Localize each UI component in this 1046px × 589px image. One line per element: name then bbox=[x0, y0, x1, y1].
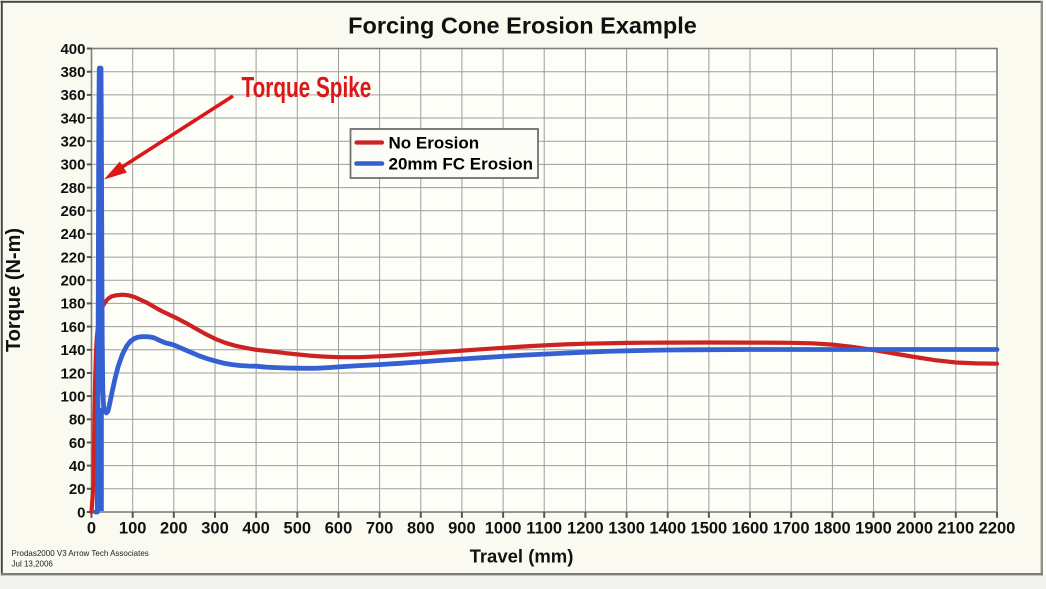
svg-text:No Erosion: No Erosion bbox=[389, 134, 480, 153]
svg-text:300: 300 bbox=[60, 157, 85, 174]
svg-text:600: 600 bbox=[325, 520, 353, 538]
svg-text:360: 360 bbox=[60, 87, 85, 104]
svg-text:340: 340 bbox=[60, 110, 85, 127]
svg-text:300: 300 bbox=[201, 520, 229, 538]
svg-text:260: 260 bbox=[60, 203, 85, 220]
svg-text:60: 60 bbox=[69, 435, 86, 452]
svg-text:80: 80 bbox=[69, 412, 86, 429]
svg-text:800: 800 bbox=[407, 520, 435, 538]
svg-text:280: 280 bbox=[60, 180, 85, 197]
svg-text:320: 320 bbox=[60, 134, 85, 151]
svg-text:Prodas2000 V3 Arrow Tech Assoc: Prodas2000 V3 Arrow Tech Associates bbox=[12, 549, 149, 558]
svg-text:20mm FC Erosion: 20mm FC Erosion bbox=[389, 155, 534, 174]
svg-text:1200: 1200 bbox=[567, 520, 604, 538]
svg-text:1100: 1100 bbox=[526, 520, 562, 538]
svg-text:1400: 1400 bbox=[649, 520, 686, 538]
svg-text:140: 140 bbox=[60, 342, 85, 359]
svg-text:100: 100 bbox=[60, 388, 85, 405]
svg-text:20: 20 bbox=[69, 481, 86, 498]
svg-text:400: 400 bbox=[242, 520, 270, 538]
svg-text:2000: 2000 bbox=[896, 520, 933, 538]
svg-text:0: 0 bbox=[77, 504, 85, 521]
svg-text:0: 0 bbox=[87, 520, 96, 538]
svg-text:220: 220 bbox=[60, 249, 85, 266]
svg-text:1300: 1300 bbox=[608, 520, 645, 538]
svg-text:Torque Spike: Torque Spike bbox=[242, 72, 372, 104]
svg-text:1000: 1000 bbox=[485, 520, 522, 538]
svg-text:2200: 2200 bbox=[979, 520, 1016, 538]
svg-text:100: 100 bbox=[119, 520, 147, 538]
svg-text:2100: 2100 bbox=[937, 520, 974, 538]
svg-text:1700: 1700 bbox=[773, 520, 810, 538]
svg-text:380: 380 bbox=[60, 64, 85, 81]
svg-text:1800: 1800 bbox=[814, 520, 851, 538]
svg-text:1500: 1500 bbox=[691, 520, 728, 538]
svg-text:700: 700 bbox=[366, 520, 394, 538]
svg-text:1600: 1600 bbox=[732, 520, 769, 538]
svg-text:1900: 1900 bbox=[855, 520, 892, 538]
svg-text:Forcing Cone Erosion Example: Forcing Cone Erosion Example bbox=[348, 13, 697, 39]
svg-text:200: 200 bbox=[160, 520, 188, 538]
svg-text:Torque (N-m): Torque (N-m) bbox=[3, 228, 25, 352]
svg-text:Jul 13,2006: Jul 13,2006 bbox=[12, 560, 54, 569]
svg-text:160: 160 bbox=[60, 319, 85, 336]
svg-text:180: 180 bbox=[60, 296, 85, 313]
svg-text:120: 120 bbox=[60, 365, 85, 382]
svg-text:40: 40 bbox=[69, 458, 86, 475]
svg-text:900: 900 bbox=[448, 520, 476, 538]
svg-text:Travel (mm): Travel (mm) bbox=[470, 546, 574, 567]
svg-text:200: 200 bbox=[60, 273, 85, 290]
svg-text:400: 400 bbox=[60, 41, 85, 58]
svg-text:500: 500 bbox=[284, 520, 312, 538]
svg-text:240: 240 bbox=[60, 226, 85, 243]
